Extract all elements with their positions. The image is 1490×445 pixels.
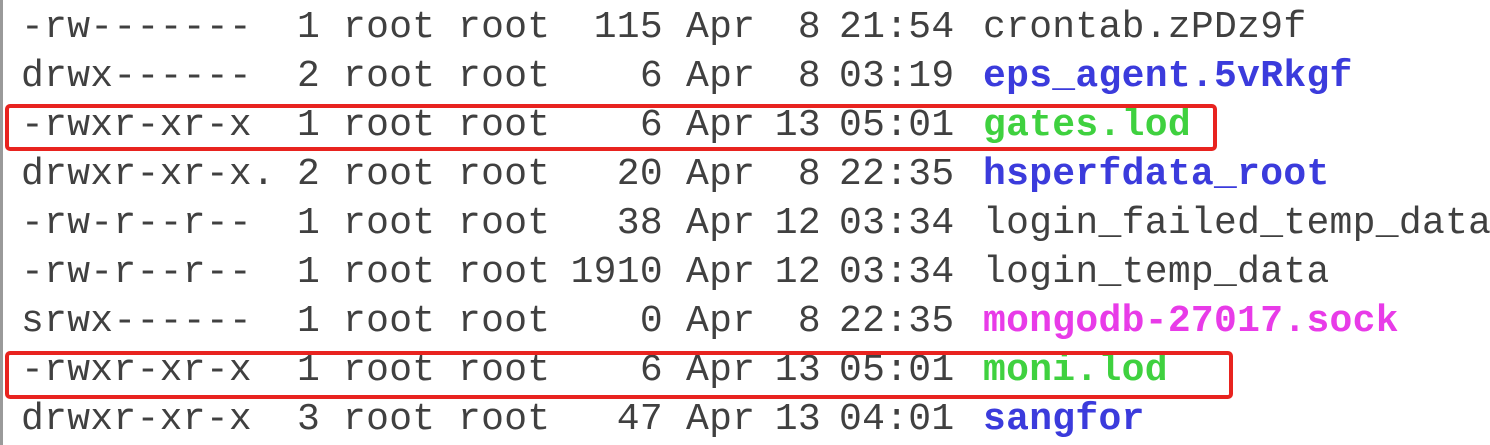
permissions: -rw-r--r-- xyxy=(21,202,253,245)
owner: root xyxy=(343,6,436,49)
time: 03:19 xyxy=(839,55,955,98)
file-size: 1910 xyxy=(570,251,663,294)
group: root xyxy=(458,349,551,392)
permissions: -rw-r--r-- xyxy=(21,251,253,294)
group: root xyxy=(458,55,551,98)
permissions: -rw------- xyxy=(21,6,253,49)
month: Apr xyxy=(686,251,756,294)
month: Apr xyxy=(686,300,756,343)
day: 8 xyxy=(797,6,821,49)
day: 13 xyxy=(774,104,821,147)
highlight-box xyxy=(5,104,1217,151)
file-size: 6 xyxy=(639,55,663,98)
file-name: gates.lod xyxy=(983,104,1191,147)
day: 8 xyxy=(797,55,821,98)
permissions: -rwxr-xr-x xyxy=(21,349,253,392)
time: 05:01 xyxy=(839,104,955,147)
file-size: 47 xyxy=(616,398,663,441)
month: Apr xyxy=(686,55,756,98)
day: 13 xyxy=(774,349,821,392)
group: root xyxy=(458,153,551,196)
time: 03:34 xyxy=(839,251,955,294)
day: 12 xyxy=(774,202,821,245)
list-item: drwx------ 2 root root 6 Apr 8 03:19 eps… xyxy=(3,52,1490,101)
list-item: drwxr-xr-x 3 root root 47 Apr 13 04:01 s… xyxy=(3,395,1490,444)
group: root xyxy=(458,104,551,147)
month: Apr xyxy=(686,153,756,196)
day: 13 xyxy=(774,398,821,441)
link-count: 2 xyxy=(297,55,321,98)
time: 04:01 xyxy=(839,398,955,441)
file-size: 115 xyxy=(593,6,663,49)
day: 8 xyxy=(797,153,821,196)
group: root xyxy=(458,398,551,441)
owner: root xyxy=(343,55,436,98)
file-name: mongodb-27017.sock xyxy=(983,300,1399,343)
permissions: drwx------ xyxy=(21,55,253,98)
file-name: login_temp_data xyxy=(983,251,1330,294)
link-count: 1 xyxy=(297,251,321,294)
time: 22:35 xyxy=(839,153,955,196)
link-count: 1 xyxy=(297,104,321,147)
group: root xyxy=(458,251,551,294)
month: Apr xyxy=(686,6,756,49)
file-size: 6 xyxy=(639,349,663,392)
time: 05:01 xyxy=(839,349,955,392)
link-count: 1 xyxy=(297,300,321,343)
list-item: srwx------ 1 root root 0 Apr 8 22:35 mon… xyxy=(3,297,1490,346)
permissions: srwx------ xyxy=(21,300,253,343)
time: 22:35 xyxy=(839,300,955,343)
link-count: 1 xyxy=(297,349,321,392)
permissions: -rwxr-xr-x xyxy=(21,104,253,147)
month: Apr xyxy=(686,398,756,441)
file-size: 0 xyxy=(639,300,663,343)
file-name: login_failed_temp_data xyxy=(983,202,1490,245)
link-count: 3 xyxy=(297,398,321,441)
file-name: eps_agent.5vRkgf xyxy=(983,55,1353,98)
permissions: drwxr-xr-x. xyxy=(21,153,276,196)
file-name: crontab.zPDz9f xyxy=(983,6,1307,49)
month: Apr xyxy=(686,349,756,392)
owner: root xyxy=(343,251,436,294)
link-count: 1 xyxy=(297,202,321,245)
time: 03:34 xyxy=(839,202,955,245)
file-name: moni.lod xyxy=(983,349,1168,392)
month: Apr xyxy=(686,202,756,245)
day: 8 xyxy=(797,300,821,343)
day: 12 xyxy=(774,251,821,294)
owner: root xyxy=(343,349,436,392)
file-size: 20 xyxy=(616,153,663,196)
time: 21:54 xyxy=(839,6,955,49)
group: root xyxy=(458,6,551,49)
highlight-box xyxy=(5,351,1233,399)
file-size: 38 xyxy=(616,202,663,245)
list-item: -rwxr-xr-x 1 root root 6 Apr 13 05:01 ga… xyxy=(3,101,1490,150)
group: root xyxy=(458,300,551,343)
file-name: sangfor xyxy=(983,398,1145,441)
owner: root xyxy=(343,202,436,245)
link-count: 2 xyxy=(297,153,321,196)
list-item: drwxr-xr-x. 2 root root 20 Apr 8 22:35 h… xyxy=(3,150,1490,199)
group: root xyxy=(458,202,551,245)
owner: root xyxy=(343,153,436,196)
list-item: -rw-r--r-- 1 root root 1910 Apr 12 03:34… xyxy=(3,248,1490,297)
permissions: drwxr-xr-x xyxy=(21,398,253,441)
owner: root xyxy=(343,398,436,441)
list-item: -rw------- 1 root root 115 Apr 8 21:54 c… xyxy=(3,3,1490,52)
owner: root xyxy=(343,300,436,343)
month: Apr xyxy=(686,104,756,147)
owner: root xyxy=(343,104,436,147)
list-item: -rwxr-xr-x 1 root root 6 Apr 13 05:01 mo… xyxy=(3,346,1490,395)
file-name: hsperfdata_root xyxy=(983,153,1330,196)
file-size: 6 xyxy=(639,104,663,147)
list-item: -rw-r--r-- 1 root root 38 Apr 12 03:34 l… xyxy=(3,199,1490,248)
link-count: 1 xyxy=(297,6,321,49)
